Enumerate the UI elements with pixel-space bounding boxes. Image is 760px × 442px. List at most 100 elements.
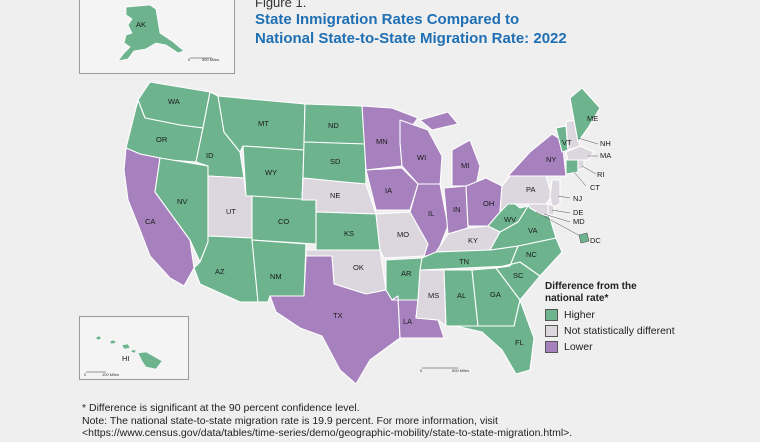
state-label-OH: OH <box>483 199 494 208</box>
state-label-MO: MO <box>397 230 409 239</box>
hawaii-inset: HI 0 100 Miles <box>79 316 189 380</box>
state-label-MT: MT <box>258 119 269 128</box>
state-CT <box>565 159 579 175</box>
alaska-scale-zero: 0 <box>188 57 191 62</box>
state-label-NY: NY <box>546 155 556 164</box>
state-label-WY: WY <box>265 168 277 177</box>
hawaii-scale-bar: 0 100 Miles <box>84 371 119 377</box>
legend-title-line-2: national rate* <box>545 293 609 304</box>
legend-item-not-different: Not statistically different <box>545 325 675 337</box>
main-scale-zero: 0 <box>420 368 423 373</box>
state-label-RI: RI <box>597 170 605 179</box>
state-label-CT: CT <box>590 183 600 192</box>
state-label-DC: DC <box>590 236 601 245</box>
note-url[interactable]: <https://www.census.gov/data/tables/time… <box>82 427 573 439</box>
state-label-PA: PA <box>526 185 535 194</box>
state-label-NC: NC <box>526 250 537 259</box>
state-NM <box>251 239 307 303</box>
state-label-MI: MI <box>461 161 469 170</box>
state-label-IL: IL <box>428 209 434 218</box>
state-label-OR: OR <box>156 135 168 144</box>
state-label-IN: IN <box>453 205 461 214</box>
state-label-VA: VA <box>528 226 537 235</box>
title-line-1: State Inmigration Rates Compared to <box>255 11 520 28</box>
state-label-LA: LA <box>403 317 412 326</box>
state-TX <box>269 255 401 385</box>
state-DC <box>578 232 590 244</box>
state-FL <box>455 299 535 375</box>
state-MD <box>527 203 549 217</box>
main-scale-bar: 0 500 Miles <box>420 367 469 373</box>
state-label-MS: MS <box>428 291 439 300</box>
state-label-TN: TN <box>459 257 469 266</box>
hawaii-inset-map: HI 0 100 Miles <box>84 335 163 377</box>
state-label-ID: ID <box>206 151 214 160</box>
legend-label-lower: Lower <box>564 341 593 353</box>
hawaii-scale-label: 100 Miles <box>102 372 119 377</box>
legend-label-not-different: Not statistically different <box>564 325 675 337</box>
state-label-MN: MN <box>376 137 388 146</box>
state-label-FL: FL <box>515 338 524 347</box>
state-label-KY: KY <box>468 236 478 245</box>
note-national-rate: Note: The national state-to-state migrat… <box>82 414 498 427</box>
state-label-WI: WI <box>417 153 426 162</box>
legend-label-higher: Higher <box>564 309 595 321</box>
state-label-NM: NM <box>270 272 282 281</box>
state-label-ND: ND <box>328 121 339 130</box>
state-label-AL: AL <box>457 291 466 300</box>
legend-swatch-lower <box>545 341 558 353</box>
state-label-KS: KS <box>344 229 354 238</box>
state-RI <box>577 159 585 171</box>
state-label-TX: TX <box>333 311 343 320</box>
state-AK <box>117 4 185 62</box>
alaska-scale-bar: 0 500 Miles <box>188 57 219 62</box>
main-scale-label: 500 Miles <box>452 368 469 373</box>
leader-lines <box>535 137 599 239</box>
state-label-SD: SD <box>330 157 341 166</box>
state-label-NJ: NJ <box>573 194 582 203</box>
alaska-inset-map: AK 0 500 Miles <box>117 4 219 62</box>
state-label-CO: CO <box>278 217 289 226</box>
hawaii-scale-zero: 0 <box>84 372 87 377</box>
state-label-GA: GA <box>490 290 501 299</box>
state-label-VT: VT <box>562 138 572 147</box>
state-MI <box>419 111 481 187</box>
state-label-UT: UT <box>226 207 236 216</box>
title-line-2: National State-to-State Migration Rate: … <box>255 30 567 47</box>
legend-title-line-1: Difference from the <box>545 281 637 292</box>
state-NJ <box>549 179 561 209</box>
state-label-DE: DE <box>573 208 583 217</box>
state-label-CA: CA <box>145 217 155 226</box>
state-label-WA: WA <box>168 97 180 106</box>
state-label-AZ: AZ <box>215 267 225 276</box>
state-label-NH: NH <box>600 139 611 148</box>
state-label-MA: MA <box>600 151 611 160</box>
legend-swatch-higher <box>545 309 558 321</box>
state-label-AK: AK <box>136 20 146 29</box>
state-HI <box>95 335 163 370</box>
legend: Difference from the national rate* Highe… <box>545 281 675 353</box>
state-NY <box>507 133 567 177</box>
state-label-OK: OK <box>353 263 364 272</box>
legend-swatch-not-different <box>545 325 558 337</box>
state-label-NE: NE <box>330 191 340 200</box>
legend-item-higher: Higher <box>545 309 675 321</box>
state-labels: WA OR CA NV ID MT WY UT AZ CO NM ND SD N… <box>145 97 611 347</box>
state-label-AR: AR <box>401 269 412 278</box>
state-label-HI: HI <box>122 354 130 363</box>
state-ME <box>569 87 601 143</box>
state-label-NV: NV <box>177 197 187 206</box>
figure-title: State Inmigration Rates Compared to Nati… <box>255 10 567 48</box>
state-label-ME: ME <box>587 114 598 123</box>
figure-label: Figure 1. <box>255 0 307 10</box>
figure-notes: * Difference is significant at the 90 pe… <box>82 402 572 440</box>
state-label-IA: IA <box>385 186 392 195</box>
state-label-WV: WV <box>504 215 516 224</box>
state-label-MD: MD <box>573 217 585 226</box>
legend-item-lower: Lower <box>545 341 675 353</box>
alaska-inset: AK 0 500 Miles <box>79 0 235 74</box>
note-significance: * Difference is significant at the 90 pe… <box>82 402 360 414</box>
alaska-scale-label: 500 Miles <box>202 57 219 62</box>
